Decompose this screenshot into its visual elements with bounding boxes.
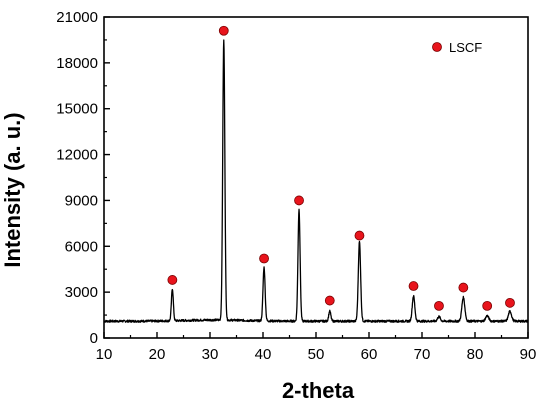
peak-marker-4 (294, 195, 304, 206)
peak-marker-11 (505, 297, 515, 308)
y-tick-label: 18000 (56, 55, 98, 72)
x-tick-label: 10 (96, 346, 113, 363)
x-tick-label: 70 (414, 346, 431, 363)
x-tick-label: 80 (467, 346, 484, 363)
x-tick-label: 90 (520, 346, 537, 363)
series-line-lscf (103, 39, 529, 323)
y-tick-label: 0 (90, 330, 98, 347)
x-tick-label: 20 (149, 346, 166, 363)
peak-marker-10 (482, 300, 493, 311)
peak-marker-3 (259, 253, 269, 264)
x-tick-label: 40 (255, 346, 272, 363)
peak-marker-7 (408, 281, 419, 291)
y-tick-label: 12000 (56, 147, 98, 164)
legend-label-lscf: LSCF (449, 40, 482, 55)
axes: 10 20 30 40 50 60 70 80 90 0 3000 6000 9000 12000 1500… (56, 9, 536, 363)
y-tick-label: 15000 (56, 101, 98, 118)
plot-area (103, 25, 529, 323)
y-axis-title: Intensity (a. u.) (0, 112, 25, 267)
y-tick-label: 3000 (65, 284, 98, 301)
y-tick-label: 21000 (56, 9, 98, 26)
peak-marker-5 (324, 295, 335, 306)
x-tick-label: 30 (202, 346, 219, 363)
peak-marker-6 (354, 230, 365, 241)
peak-marker-8 (434, 300, 444, 311)
peak-marker-2 (218, 25, 229, 36)
legend: LSCF (432, 40, 482, 55)
peak-marker-9 (458, 282, 469, 293)
y-tick-label: 9000 (65, 192, 98, 209)
x-tick-label: 60 (361, 346, 378, 363)
legend-marker-lscf (432, 42, 442, 52)
x-tick-label: 50 (308, 346, 325, 363)
y-tick-label: 6000 (65, 238, 98, 255)
peak-marker-1 (167, 275, 178, 285)
x-axis-title: 2-theta (282, 378, 355, 403)
